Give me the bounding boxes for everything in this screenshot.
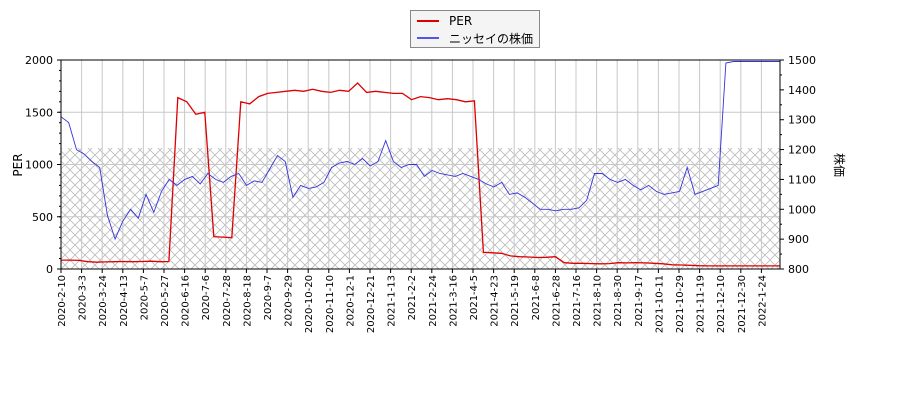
x-tick-label: 2021-4-23 xyxy=(490,275,501,327)
x-tick-label: 2021-12-30 xyxy=(737,275,748,333)
x-tick-label: 2021-7-16 xyxy=(572,275,583,327)
x-tick-label: 2020-9-7 xyxy=(263,275,274,320)
y-tick-label-left: 2000 xyxy=(25,54,53,67)
x-tick-label: 2020-9-29 xyxy=(284,275,295,327)
y-tick-label-right: 900 xyxy=(788,233,809,246)
y-axis-label-left: PER xyxy=(11,153,25,176)
y-tick-label-right: 1500 xyxy=(788,54,816,67)
x-tick-label: 2020-7-6 xyxy=(201,275,212,320)
y-tick-label-left: 1500 xyxy=(25,106,53,119)
y-tick-label-left: 500 xyxy=(32,211,53,224)
x-tick-label: 2021-1-13 xyxy=(387,275,398,327)
y-axis-label-right: 株価 xyxy=(832,153,847,177)
x-tick-label: 2020-5-7 xyxy=(139,275,150,320)
y-tick-label-right: 1400 xyxy=(788,84,816,97)
x-tick-label: 2020-3-24 xyxy=(98,275,109,327)
x-tick-label: 2021-6-28 xyxy=(551,275,562,327)
x-tick-label: 2021-8-10 xyxy=(593,275,604,327)
x-tick-label: 2020-10-20 xyxy=(304,275,315,333)
x-tick-label: 2021-3-16 xyxy=(448,275,459,327)
x-tick-label: 2020-8-18 xyxy=(242,275,253,327)
legend-swatch-per xyxy=(417,20,439,22)
x-tick-label: 2020-4-13 xyxy=(119,275,130,327)
x-tick-label: 2021-5-19 xyxy=(510,275,521,327)
x-tick-label: 2020-3-3 xyxy=(78,275,89,320)
y-tick-label-right: 1000 xyxy=(788,203,816,216)
per-line xyxy=(61,82,780,267)
x-tick-label: 2021-9-17 xyxy=(634,275,645,327)
x-tick-label: 2021-11-19 xyxy=(696,275,707,333)
x-tick-label: 2021-2-24 xyxy=(428,275,439,327)
x-tick-label: 2021-10-29 xyxy=(675,275,686,333)
x-tick-label: 2021-6-8 xyxy=(531,275,542,320)
y-tick-label-right: 800 xyxy=(788,263,809,276)
x-tick-label: 2020-5-27 xyxy=(160,275,171,327)
legend-item-price: ニッセイの株価 xyxy=(417,30,533,46)
chart-legend: PER ニッセイの株価 xyxy=(410,10,540,48)
y-tick-label-left: 1000 xyxy=(25,159,53,172)
x-tick-label: 2020-2-10 xyxy=(57,275,68,327)
x-tick-label: 2020-12-21 xyxy=(366,275,377,333)
y-tick-label-right: 1200 xyxy=(788,144,816,157)
x-tick-label: 2021-2-2 xyxy=(407,275,418,320)
y-tick-label-left: 0 xyxy=(46,263,53,276)
stock-price-line xyxy=(60,61,780,241)
hatch-region xyxy=(61,148,780,269)
series-lines xyxy=(60,61,780,267)
x-tick-label: 2021-8-30 xyxy=(613,275,624,327)
axes: 2020-2-10 2020-3-3 2020-3-24 2020-4-13 2020-… xyxy=(25,54,816,333)
x-tick-label: 2020-6-16 xyxy=(181,275,192,327)
x-tick-label: 2021-4-5 xyxy=(469,275,480,320)
x-tick-label: 2021-10-11 xyxy=(654,275,665,333)
x-tick-label: 2022-1-24 xyxy=(757,275,768,327)
y-tick-label-right: 1300 xyxy=(788,114,816,127)
y-tick-label-right: 1100 xyxy=(788,173,816,186)
legend-swatch-price xyxy=(417,37,439,39)
legend-label-per: PER xyxy=(449,14,473,28)
legend-label-price: ニッセイの株価 xyxy=(449,31,534,46)
x-tick-label: 2020-12-1 xyxy=(345,275,356,327)
x-tick-label: 2021-12-10 xyxy=(716,275,727,333)
legend-item-per: PER xyxy=(417,13,472,29)
x-tick-label: 2020-7-28 xyxy=(222,275,233,327)
x-tick-label: 2020-11-10 xyxy=(325,275,336,333)
